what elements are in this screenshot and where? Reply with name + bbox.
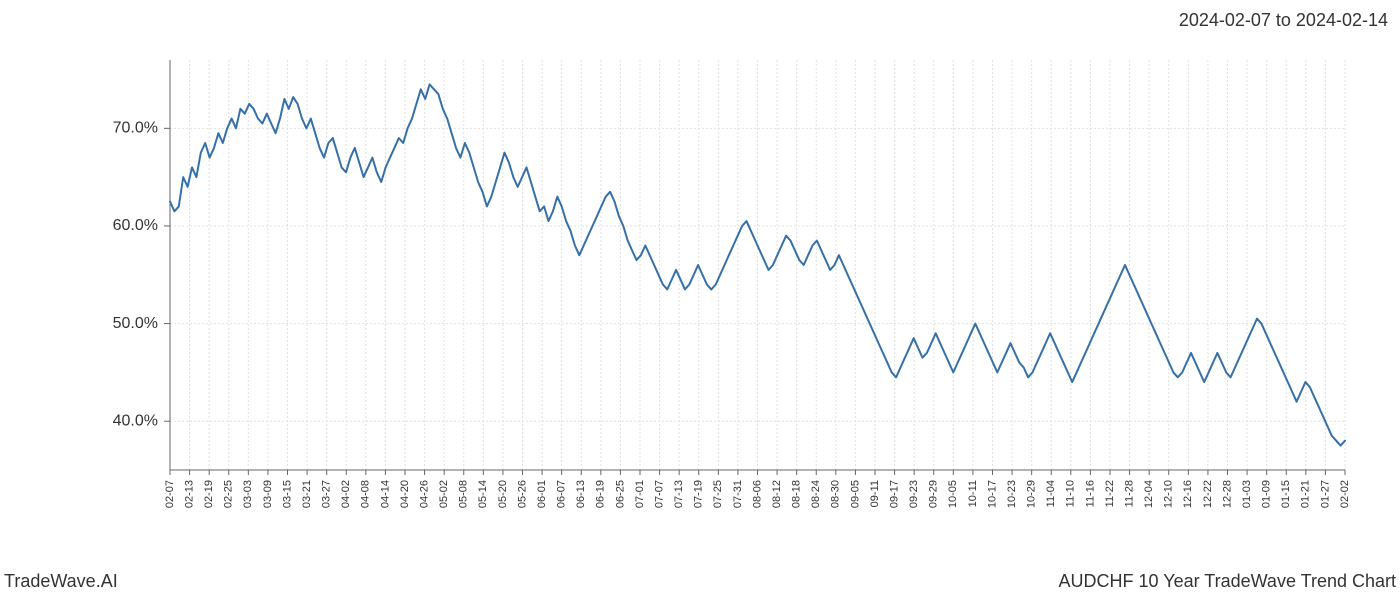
x-tick-label: 08-30 — [830, 480, 842, 508]
x-tick-label: 12-28 — [1221, 480, 1233, 508]
x-tick-label: 03-03 — [242, 480, 254, 508]
x-tick-label: 02-07 — [164, 480, 176, 508]
x-tick-label: 06-07 — [556, 480, 568, 508]
x-tick-label: 05-08 — [458, 480, 470, 508]
x-tick-label: 07-13 — [673, 480, 685, 508]
x-tick-label: 07-01 — [634, 480, 646, 508]
y-tick-label: 60.0% — [113, 217, 158, 234]
chart-area: 40.0% 50.0% 60.0% 70.0% 02-07 02-13 02-19 02-25… — [0, 40, 1400, 560]
x-tick-label: 01-15 — [1280, 480, 1292, 508]
x-tick-label: 07-31 — [732, 480, 744, 508]
x-tick-label: 12-10 — [1163, 480, 1175, 508]
x-tick-label: 10-23 — [1006, 480, 1018, 508]
brand-label: TradeWave.AI — [4, 571, 118, 592]
x-tick-label: 08-06 — [751, 480, 763, 508]
x-tick-label: 02-25 — [223, 480, 235, 508]
x-tick-label: 01-03 — [1241, 480, 1253, 508]
x-tick-label: 01-27 — [1319, 480, 1331, 508]
x-tick-label: 11-16 — [1084, 480, 1096, 507]
chart-title: AUDCHF 10 Year TradeWave Trend Chart — [1059, 571, 1396, 592]
x-tick-label: 05-26 — [516, 480, 528, 508]
x-tick-label: 10-05 — [947, 480, 959, 508]
x-tick-label: 11-22 — [1104, 480, 1116, 507]
x-tick-label: 09-23 — [908, 480, 920, 508]
y-tick-label: 50.0% — [113, 315, 158, 332]
x-tick-label: 09-29 — [928, 480, 940, 508]
x-tick-label: 10-11 — [967, 480, 979, 507]
y-tick-label: 40.0% — [113, 412, 158, 429]
x-tick-label: 07-07 — [653, 480, 665, 508]
x-tick-label: 03-15 — [281, 480, 293, 508]
x-tick-label: 11-28 — [1123, 480, 1135, 507]
date-range-label: 2024-02-07 to 2024-02-14 — [1179, 10, 1388, 31]
x-tick-label: 04-02 — [340, 480, 352, 508]
x-tick-label: 12-04 — [1143, 480, 1155, 508]
x-tick-label: 12-22 — [1202, 480, 1214, 508]
x-tick-label: 01-09 — [1261, 480, 1273, 508]
x-tick-label: 05-20 — [497, 480, 509, 508]
x-tick-label: 02-02 — [1339, 480, 1351, 508]
x-tick-label: 06-19 — [595, 480, 607, 508]
x-tick-label: 10-17 — [986, 480, 998, 508]
x-tick-label: 07-19 — [693, 480, 705, 508]
x-tick-label: 07-25 — [712, 480, 724, 508]
y-tick-label: 70.0% — [113, 120, 158, 137]
x-tick-label: 09-05 — [849, 480, 861, 508]
x-tick-label: 03-09 — [262, 480, 274, 508]
x-tick-label: 08-24 — [810, 480, 822, 508]
x-tick-label: 02-19 — [203, 480, 215, 508]
x-tick-label: 06-13 — [575, 480, 587, 508]
x-tick-label: 05-14 — [477, 480, 489, 508]
x-tick-label: 06-01 — [536, 480, 548, 508]
x-tick-label: 06-25 — [614, 480, 626, 508]
x-tick-label: 04-14 — [379, 480, 391, 508]
x-tick-label: 01-21 — [1300, 480, 1312, 508]
x-tick-label: 08-18 — [791, 480, 803, 508]
x-tick-label: 03-27 — [321, 480, 333, 508]
x-tick-label: 04-26 — [418, 480, 430, 508]
x-tick-label: 12-16 — [1182, 480, 1194, 508]
x-tick-label: 08-12 — [771, 480, 783, 508]
line-chart: 40.0% 50.0% 60.0% 70.0% 02-07 02-13 02-19 02-25… — [0, 40, 1400, 560]
x-tick-label: 09-17 — [888, 480, 900, 508]
x-tick-label: 04-20 — [399, 480, 411, 508]
x-tick-label: 11-10 — [1065, 480, 1077, 507]
x-tick-label: 03-21 — [301, 480, 313, 508]
x-tick-label: 05-02 — [438, 480, 450, 508]
x-tick-label: 02-13 — [183, 480, 195, 508]
x-tick-label: 04-08 — [360, 480, 372, 508]
x-tick-label: 10-29 — [1026, 480, 1038, 508]
x-tick-label: 09-11 — [869, 480, 881, 507]
x-tick-label: 11-04 — [1045, 480, 1057, 507]
